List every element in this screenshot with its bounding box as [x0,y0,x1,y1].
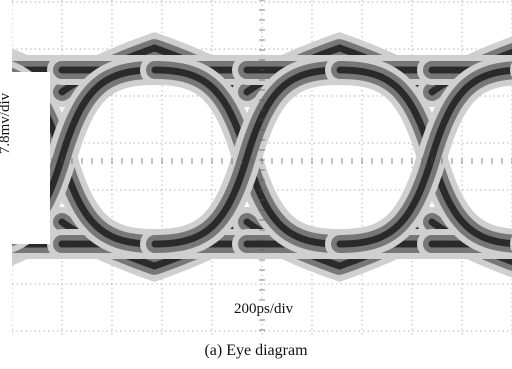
vertical-scale-label: 7.8mv/div [0,92,14,154]
left-margin [0,0,12,335]
eye-diagram-plot [0,0,512,335]
vertical-scale-label-box: 7.8mv/div [0,0,14,246]
figure-caption: (a) Eye diagram [204,342,308,359]
scale-label-mask [12,72,50,244]
horizontal-scale-label: 200ps/div [232,301,296,318]
trace-band-core [151,66,343,248]
eye-traces [0,32,512,282]
trace-band-core [336,66,512,248]
